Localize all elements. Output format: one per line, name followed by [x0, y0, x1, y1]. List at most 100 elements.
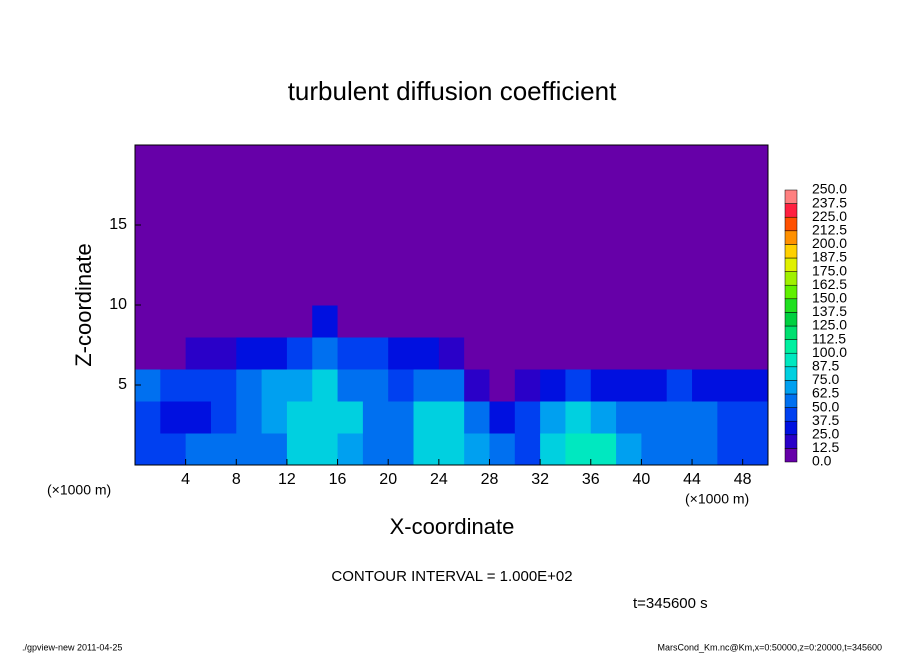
heat-cell — [464, 369, 490, 402]
heat-cell — [641, 273, 668, 306]
heat-cell — [261, 145, 288, 178]
heat-cell — [438, 145, 465, 178]
heat-cell — [438, 401, 465, 434]
heat-cell — [312, 209, 339, 242]
colorbar-band — [784, 407, 798, 422]
colorbar-band — [784, 393, 798, 408]
heat-cell — [362, 433, 389, 466]
heat-cell — [160, 145, 187, 178]
heat-cell — [514, 401, 541, 434]
heat-cell — [438, 337, 465, 370]
heat-cell — [489, 401, 516, 434]
heat-cell — [590, 209, 617, 242]
heat-cell — [185, 177, 212, 210]
heat-cell — [717, 369, 744, 402]
heat-cell — [540, 177, 566, 210]
heat-cell — [185, 337, 212, 370]
colorbar-label: 25.0 — [812, 426, 839, 442]
heat-cell — [312, 401, 339, 434]
time-label: t=345600 s — [633, 595, 708, 612]
x-tick-label: 48 — [734, 471, 752, 488]
x-tick-label: 20 — [379, 471, 397, 488]
heat-cell — [565, 241, 592, 274]
y-axis-unit: (×1000 m) — [47, 482, 111, 498]
heat-cell — [742, 209, 769, 242]
heat-cell — [236, 177, 263, 210]
heat-cell — [337, 369, 364, 402]
x-tick-label: 24 — [430, 471, 448, 488]
heat-cell — [362, 273, 389, 306]
heat-cell — [489, 145, 516, 178]
heat-cell — [286, 273, 313, 306]
footer-right: MarsCond_Km.nc@Km,x=0:50000,z=0:20000,t=… — [657, 642, 882, 652]
heat-cell — [337, 209, 364, 242]
heat-cell — [337, 401, 364, 434]
heat-cell — [210, 305, 237, 338]
heat-cell — [160, 209, 187, 242]
heat-cell — [692, 305, 718, 338]
heat-cell — [388, 305, 415, 338]
heat-cell — [413, 273, 440, 306]
footer-left: ./gpview-new 2011-04-25 — [22, 642, 122, 652]
heat-cell — [514, 177, 541, 210]
colorbar-label: 237.5 — [812, 194, 847, 210]
heat-cell — [692, 209, 718, 242]
heat-cell — [692, 177, 718, 210]
heat-cell — [717, 433, 744, 466]
heat-cell — [641, 241, 668, 274]
colorbar-label: 87.5 — [812, 358, 839, 374]
heat-cell — [514, 145, 541, 178]
heat-cell — [742, 177, 769, 210]
heat-cell — [362, 337, 389, 370]
heat-cell — [413, 433, 440, 466]
x-tick-label: 32 — [531, 471, 549, 488]
heat-cell — [438, 305, 465, 338]
x-tick-label: 44 — [683, 471, 701, 488]
x-tick-label: 28 — [481, 471, 499, 488]
heat-cell — [362, 241, 389, 274]
heat-cell — [210, 433, 237, 466]
heat-cell — [261, 241, 288, 274]
heat-cell — [692, 337, 718, 370]
heat-cell — [413, 369, 440, 402]
heat-cell — [616, 177, 642, 210]
heat-cell — [540, 305, 566, 338]
colorbar-band — [784, 271, 798, 286]
heat-cell — [540, 369, 566, 402]
heat-cell — [337, 145, 364, 178]
heat-cell — [160, 369, 187, 402]
colorbar-label: 62.5 — [812, 385, 839, 401]
heat-cell — [514, 273, 541, 306]
heat-cell — [742, 305, 769, 338]
heat-cell — [616, 241, 642, 274]
heat-cell — [565, 337, 592, 370]
heat-cell — [590, 305, 617, 338]
heat-cell — [388, 177, 415, 210]
y-axis-label: Z-coordinate — [71, 243, 96, 367]
heat-cell — [742, 369, 769, 402]
heat-cell — [438, 177, 465, 210]
heat-cell — [362, 209, 389, 242]
colorbar-band — [784, 366, 798, 381]
colorbar-label: 112.5 — [812, 330, 846, 346]
heat-cell — [236, 337, 263, 370]
heat-cell — [590, 273, 617, 306]
heat-cell — [185, 209, 212, 242]
heat-cell — [160, 305, 187, 338]
colorbar-band — [784, 339, 798, 354]
chart-title: turbulent diffusion coefficient — [288, 76, 617, 106]
heat-cell — [160, 401, 187, 434]
heat-cell — [616, 305, 642, 338]
y-tick-label: 15 — [109, 216, 127, 233]
heat-cell — [540, 145, 566, 178]
heat-cell — [590, 401, 617, 434]
y-tick-label: 10 — [109, 296, 127, 313]
heat-cell — [616, 433, 642, 466]
heat-cell — [312, 273, 339, 306]
heat-cell — [590, 433, 617, 466]
heat-cell — [464, 209, 490, 242]
heat-cell — [565, 273, 592, 306]
heat-cell — [210, 209, 237, 242]
colorbar-band — [784, 448, 798, 463]
heat-cell — [210, 241, 237, 274]
